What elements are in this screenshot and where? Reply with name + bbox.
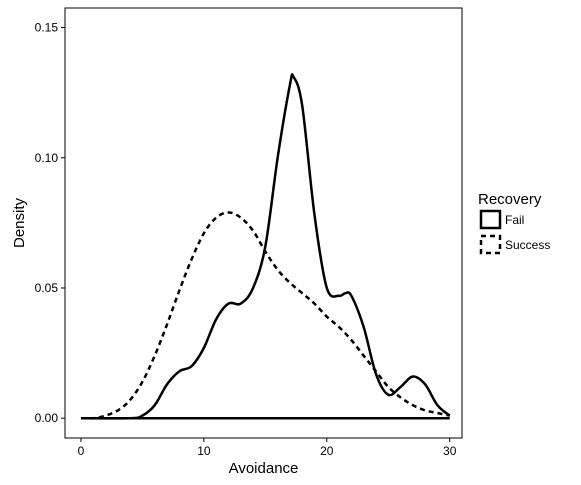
y-tick-label: 0.00 — [35, 411, 59, 425]
y-axis-title: Density — [11, 197, 28, 248]
y-tick-label: 0.05 — [35, 281, 59, 295]
y-tick-label: 0.15 — [35, 21, 59, 35]
legend-title: Recovery — [478, 191, 542, 208]
x-axis: 0 10 20 30 — [78, 438, 457, 458]
x-tick-label: 30 — [443, 444, 457, 458]
legend-key-success — [479, 234, 502, 255]
series-layer — [80, 73, 451, 420]
legend: Recovery Fail Success — [478, 191, 550, 255]
x-tick-label: 10 — [197, 444, 211, 458]
legend-label-fail: Fail — [505, 213, 524, 227]
plot-panel — [64, 7, 463, 439]
x-axis-title: Avoidance — [229, 460, 299, 477]
legend-label-success: Success — [505, 238, 550, 252]
x-tick-label: 0 — [78, 444, 85, 458]
legend-key-fail — [479, 209, 502, 230]
y-axis: 0.00 0.05 0.10 0.15 — [35, 21, 65, 425]
y-tick-label: 0.10 — [35, 151, 59, 165]
x-tick-label: 20 — [320, 444, 334, 458]
series-line-success — [80, 211, 450, 420]
series-line-fail — [80, 73, 451, 420]
